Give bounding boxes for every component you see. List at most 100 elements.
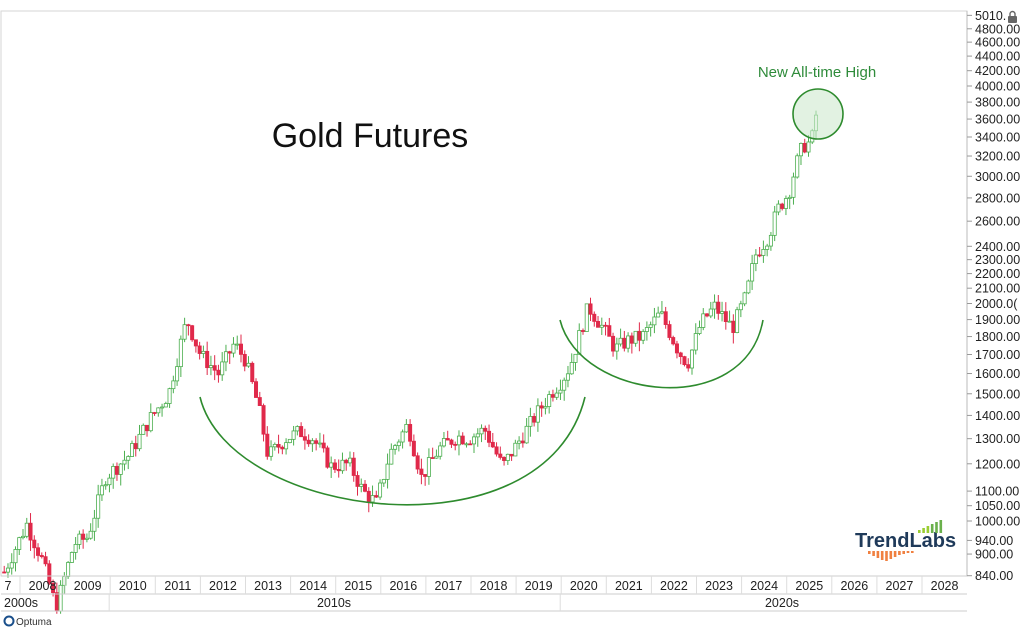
- candle-body: [483, 427, 488, 432]
- candle-body: [798, 142, 803, 157]
- candle-body: [145, 424, 150, 432]
- candle-body: [535, 405, 540, 423]
- candle-body: [580, 330, 585, 332]
- candle-body: [663, 311, 668, 325]
- candle-body: [114, 466, 119, 475]
- candle-body: [66, 562, 71, 577]
- candle-body: [257, 397, 262, 406]
- candle-body: [21, 535, 26, 539]
- x-tick-label: 2016: [389, 579, 417, 593]
- candle-body: [160, 406, 165, 409]
- candle-body: [716, 301, 721, 314]
- candle-body: [674, 343, 679, 354]
- candle-body: [742, 292, 747, 305]
- candle-body: [513, 442, 518, 457]
- candle-body: [618, 337, 623, 345]
- candle-body: [355, 475, 360, 487]
- candle-body: [434, 455, 439, 459]
- candle-body: [547, 394, 552, 407]
- candle-body: [558, 389, 563, 394]
- candle-body: [175, 366, 180, 382]
- candle-body: [24, 522, 29, 537]
- candle-body: [254, 381, 259, 398]
- candle-body: [404, 424, 409, 433]
- x-tick-label: 2018: [480, 579, 508, 593]
- x-tick-label: 2012: [209, 579, 237, 593]
- x-axis-ticks: 7 2008 2009 2010 2011 2012 2013 2014 2015 2016 201…: [5, 576, 958, 594]
- candle-body: [532, 416, 537, 423]
- candle-body: [84, 537, 89, 540]
- candle-body: [182, 324, 187, 340]
- candle-body: [445, 438, 450, 441]
- candle-body: [148, 412, 153, 432]
- candle-body: [9, 562, 14, 569]
- y-tick-label: 4800.00: [975, 22, 1020, 36]
- candle-body: [389, 448, 394, 465]
- candle-body: [118, 463, 123, 475]
- logo-bars-bottom-icon: [868, 551, 914, 561]
- candle-body: [336, 469, 341, 472]
- candle-body: [385, 463, 390, 480]
- chart-title: Gold Futures: [272, 117, 469, 155]
- y-tick-label: 3600.00: [975, 113, 1020, 127]
- candle-body: [539, 405, 544, 409]
- candle-body: [802, 142, 807, 153]
- candle-body: [216, 369, 221, 376]
- y-tick-label: 1000.00: [975, 515, 1020, 529]
- candle-body: [321, 442, 326, 449]
- candle-body: [2, 571, 7, 574]
- y-tick-label: 2100.00: [975, 282, 1020, 296]
- candle-body: [167, 388, 172, 404]
- candle-body: [5, 567, 10, 573]
- candle-body: [96, 494, 101, 519]
- candle-body: [246, 362, 251, 367]
- candle-body: [317, 442, 322, 445]
- y-tick-label: 3200.00: [975, 150, 1020, 164]
- candle-body: [340, 459, 345, 472]
- candle-body: [712, 301, 717, 310]
- x-tick-label: 2014: [299, 579, 327, 593]
- candle-body: [276, 443, 281, 448]
- candle-body: [190, 325, 195, 341]
- y-tick-label: 1300.00: [975, 432, 1020, 446]
- candle-body: [347, 457, 352, 464]
- candle-body: [644, 327, 649, 332]
- candle-body: [408, 424, 413, 442]
- candle-body: [614, 343, 619, 352]
- candle-body: [261, 405, 266, 435]
- candle-body: [731, 320, 736, 333]
- optuma-logo-icon: [3, 615, 15, 627]
- candle-body: [611, 335, 616, 352]
- candle-body: [423, 474, 428, 477]
- candle-body: [220, 361, 225, 376]
- lock-icon[interactable]: [1008, 10, 1017, 24]
- candle-body: [223, 351, 228, 363]
- x-tick-label: 2021: [615, 579, 643, 593]
- candle-body: [727, 320, 732, 323]
- candle-body: [205, 350, 210, 369]
- candle-body: [419, 468, 424, 475]
- candle-body: [36, 547, 41, 556]
- y-tick-label: 2200.00: [975, 267, 1020, 281]
- candle-body: [280, 446, 285, 450]
- logo-text: TrendLabs: [855, 530, 956, 552]
- candle-body: [69, 552, 74, 563]
- candle-body: [227, 351, 232, 354]
- candle-body: [156, 407, 161, 414]
- candle-body: [573, 353, 578, 363]
- y-tick-label: 4200.00: [975, 64, 1020, 78]
- y-tick-label: 3000.00: [975, 170, 1020, 184]
- candle-body: [449, 439, 454, 445]
- candle-body: [186, 324, 191, 327]
- candle-body: [494, 446, 499, 455]
- candle-body: [438, 445, 443, 457]
- candle-body: [678, 352, 683, 358]
- candle-body: [137, 433, 142, 450]
- cup-arc-2010s: [199, 396, 586, 506]
- y-tick-label: 2800.00: [975, 191, 1020, 205]
- candle-body: [629, 335, 634, 344]
- candle-body: [43, 556, 48, 565]
- candle-body: [411, 440, 416, 457]
- annotation-all-time-high: New All-time High: [758, 64, 876, 81]
- candle-body: [314, 440, 319, 444]
